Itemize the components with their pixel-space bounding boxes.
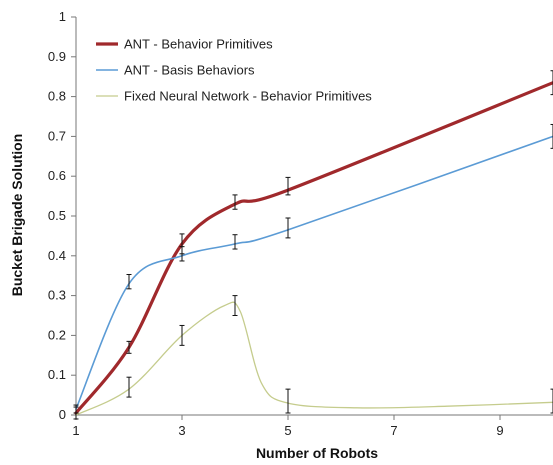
error-bar [550, 70, 553, 96]
error-bar [232, 234, 238, 250]
legend-label: Fixed Neural Network - Behavior Primitiv… [124, 89, 372, 104]
y-tick-label: 0.5 [48, 208, 66, 223]
series-line-1 [74, 81, 553, 415]
y-tick-label: 0.6 [48, 168, 66, 183]
y-tick-label: 0.9 [48, 49, 66, 64]
y-tick-label: 0.2 [48, 327, 66, 342]
error-bar [126, 340, 132, 354]
y-tick-label: 0.3 [48, 288, 66, 303]
legend-label: ANT - Behavior Primitives [124, 37, 273, 52]
legend-label: ANT - Basis Behaviors [124, 63, 255, 78]
y-tick-label: 0.1 [48, 367, 66, 382]
error-bar [550, 123, 553, 149]
error-bar [285, 388, 291, 414]
series-line-2 [75, 135, 553, 410]
y-tick-label: 0.8 [48, 89, 66, 104]
legend-item-2: ANT - Basis Behaviors [96, 63, 255, 78]
error-bar [73, 404, 79, 414]
error-bar [232, 194, 238, 210]
series-layer [74, 81, 553, 416]
error-bar [179, 246, 185, 262]
errorbar-layer [73, 70, 553, 420]
y-tick-label: 0.7 [48, 128, 66, 143]
x-tick-label: 1 [72, 423, 79, 438]
x-tick-label: 3 [178, 423, 185, 438]
series-line-3 [75, 301, 553, 416]
error-bar [179, 324, 185, 346]
error-bar [126, 376, 132, 398]
x-axis-title: Number of Robots [256, 445, 378, 461]
legend-item-3: Fixed Neural Network - Behavior Primitiv… [96, 89, 372, 104]
legend: ANT - Behavior Primitives ANT - Basis Beh… [96, 37, 372, 104]
legend-item-1: ANT - Behavior Primitives [96, 37, 273, 52]
error-bar [126, 274, 132, 290]
y-tick-label: 0 [59, 407, 66, 422]
x-tick-label: 5 [284, 423, 291, 438]
y-tick-label: 0.4 [48, 248, 66, 263]
x-tick-label: 9 [496, 423, 503, 438]
y-axis-ticks: 0 0.1 0.2 0.3 0.4 0.5 0.6 0.7 0.8 0.9 1 [48, 9, 76, 422]
error-bar [285, 176, 291, 196]
y-axis-title: Bucket Brigade Solution [9, 134, 25, 297]
x-axis-ticks: 1 3 5 7 9 [72, 415, 504, 438]
error-bar [232, 295, 238, 316]
error-bar [285, 217, 291, 239]
y-tick-label: 1 [59, 9, 66, 24]
error-bar [550, 388, 553, 414]
x-tick-label: 7 [390, 423, 397, 438]
